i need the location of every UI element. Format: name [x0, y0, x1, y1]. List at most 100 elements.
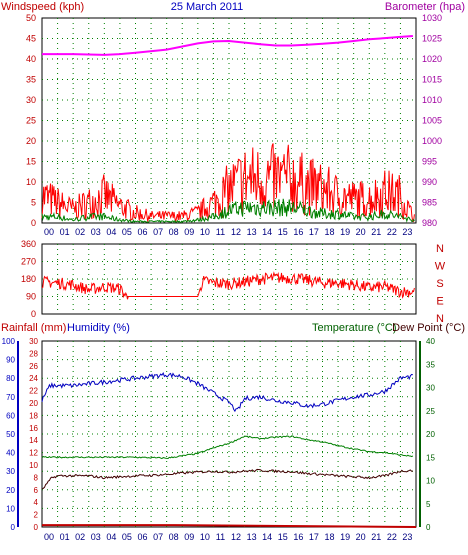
temperature-axis-ticks: 0 5 10 15 20 25 30 35 40	[419, 337, 435, 532]
compass-label: W	[435, 261, 446, 273]
hour-tick-label: 12	[231, 532, 241, 542]
humidity-axis-ticks: 0 10 20 30 40 50 60 70 80 90 100	[2, 337, 19, 532]
temperature-tick-label: 20	[426, 430, 435, 439]
temperature-humidity-grid	[42, 341, 416, 527]
compass-label: N	[436, 313, 444, 325]
hour-tick-label: 17	[309, 227, 319, 237]
barometer-tick-label: 980	[422, 218, 437, 228]
rainfall-tick-label: 14	[29, 436, 38, 445]
barometer-tick-label: 1030	[422, 13, 442, 23]
barometer-tick-label: 1000	[422, 136, 442, 146]
rainfall-tick-label: 4	[34, 498, 39, 507]
barometer-tick-label: 990	[422, 177, 437, 187]
windspeed-tick-label: 35	[26, 75, 36, 85]
hour-tick-label: 10	[200, 532, 210, 542]
hour-tick-label: 04	[106, 532, 116, 542]
barometer-tick-label: 1025	[422, 34, 442, 44]
humidity-tick-label: 100	[2, 337, 16, 346]
humidity-tick-label: 60	[6, 411, 15, 420]
wind-direction-axis-ticks: 0 90 180 270 360	[21, 239, 36, 319]
temperature-tick-label: 15	[426, 453, 435, 462]
hour-tick-label: 06	[138, 532, 148, 542]
hour-tick-label: 22	[387, 227, 397, 237]
hour-tick-label: 18	[325, 227, 335, 237]
hour-tick-label: 11	[216, 227, 225, 237]
temperature-tick-label: 25	[426, 407, 435, 416]
compass-label: S	[436, 278, 443, 290]
dewpoint-series	[41, 468, 413, 490]
windspeed-tick-label: 25	[26, 116, 36, 126]
humidity-tick-label: 70	[6, 393, 15, 402]
hour-tick-label: 05	[122, 532, 132, 542]
hour-tick-label: 11	[216, 532, 225, 542]
rainfall-tick-label: 12	[29, 449, 38, 458]
hour-tick-label: 13	[247, 227, 257, 237]
temperature-humidity-plot-area	[41, 340, 417, 528]
hour-tick-label: 02	[75, 532, 85, 542]
hour-tick-label: 04	[106, 227, 116, 237]
rainfall-tick-label: 22	[29, 387, 38, 396]
humidity-axis-label: Humidity (%)	[67, 322, 130, 334]
rainfall-tick-label: 20	[29, 399, 38, 408]
hour-tick-label: 06	[138, 227, 148, 237]
hour-tick-label: 20	[356, 532, 366, 542]
rainfall-series	[42, 524, 417, 528]
hour-tick-label: 20	[356, 227, 366, 237]
rainfall-tick-label: 6	[34, 486, 39, 495]
humidity-series	[41, 371, 414, 413]
rainfall-axis-label: Rainfall (mm)	[1, 322, 66, 334]
rainfall-tick-label: 30	[29, 337, 38, 346]
temperature-humidity-hour-ticks: 00 01 02 03 04 05 06 07 08 09 10 11 12 13 14 15 16 17 18 19…	[44, 532, 412, 542]
direction-tick-label: 270	[21, 257, 36, 267]
rainfall-tick-label: 28	[29, 349, 38, 358]
rainfall-tick-label: 0	[34, 523, 39, 532]
hour-tick-label: 21	[371, 227, 381, 237]
wind-direction-series	[41, 271, 415, 300]
wind-direction-series	[41, 271, 415, 300]
dewpoint-axis-label: Dew Point (°C)	[392, 322, 465, 334]
humidity-tick-label: 40	[6, 449, 15, 458]
hour-tick-label: 23	[402, 532, 412, 542]
hour-tick-label: 01	[60, 532, 70, 542]
windspeed-tick-label: 10	[26, 177, 36, 187]
hour-tick-label: 00	[44, 532, 54, 542]
hour-tick-label: 15	[278, 227, 288, 237]
compass-label: E	[436, 296, 443, 308]
hour-tick-label: 00	[44, 227, 54, 237]
wind-pressure-series	[41, 35, 415, 224]
hour-tick-label: 05	[122, 227, 132, 237]
temperature-series	[41, 435, 414, 460]
barometer-axis-label: Barometer (hpa)	[385, 1, 465, 13]
windspeed-tick-label: 5	[31, 198, 36, 208]
barometer-tick-label: 995	[422, 157, 437, 167]
humidity-tick-label: 0	[11, 523, 16, 532]
temperature-tick-label: 0	[426, 523, 431, 532]
rainfall-tick-label: 8	[34, 473, 39, 482]
barometer-axis-ticks: 980 985 990 995 1000 1005 1010 1015 1020 1025 1030	[422, 13, 442, 228]
humidity-tick-label: 90	[6, 356, 15, 365]
barometer-tick-label: 1020	[422, 54, 442, 64]
hour-tick-label: 16	[293, 227, 303, 237]
humidity-tick-label: 50	[6, 430, 15, 439]
chart-title: 25 March 2011	[171, 1, 244, 13]
humidity-tick-label: 30	[6, 467, 15, 476]
windspeed-tick-label: 0	[31, 218, 36, 228]
hour-tick-label: 01	[60, 227, 70, 237]
hour-tick-label: 19	[340, 227, 350, 237]
hour-tick-label: 09	[184, 532, 194, 542]
hour-tick-label: 03	[91, 227, 101, 237]
windspeed-tick-label: 50	[26, 13, 36, 23]
humidity-tick-label: 10	[6, 504, 15, 513]
rainfall-tick-label: 24	[29, 374, 38, 383]
wind-pressure-hour-ticks: 00 01 02 03 04 05 06 07 08 09 10 11 12 13 14 15 16 17 18 19…	[44, 227, 412, 237]
windspeed-tick-label: 20	[26, 136, 36, 146]
humidity-tick-label: 20	[6, 486, 15, 495]
wind-average-series	[41, 198, 415, 224]
windspeed-tick-label: 45	[26, 34, 36, 44]
windspeed-tick-label: 30	[26, 95, 36, 105]
rainfall-tick-label: 16	[29, 424, 38, 433]
temperature-tick-label: 10	[426, 477, 435, 486]
hour-tick-label: 18	[325, 532, 335, 542]
temperature-tick-label: 5	[426, 500, 431, 509]
